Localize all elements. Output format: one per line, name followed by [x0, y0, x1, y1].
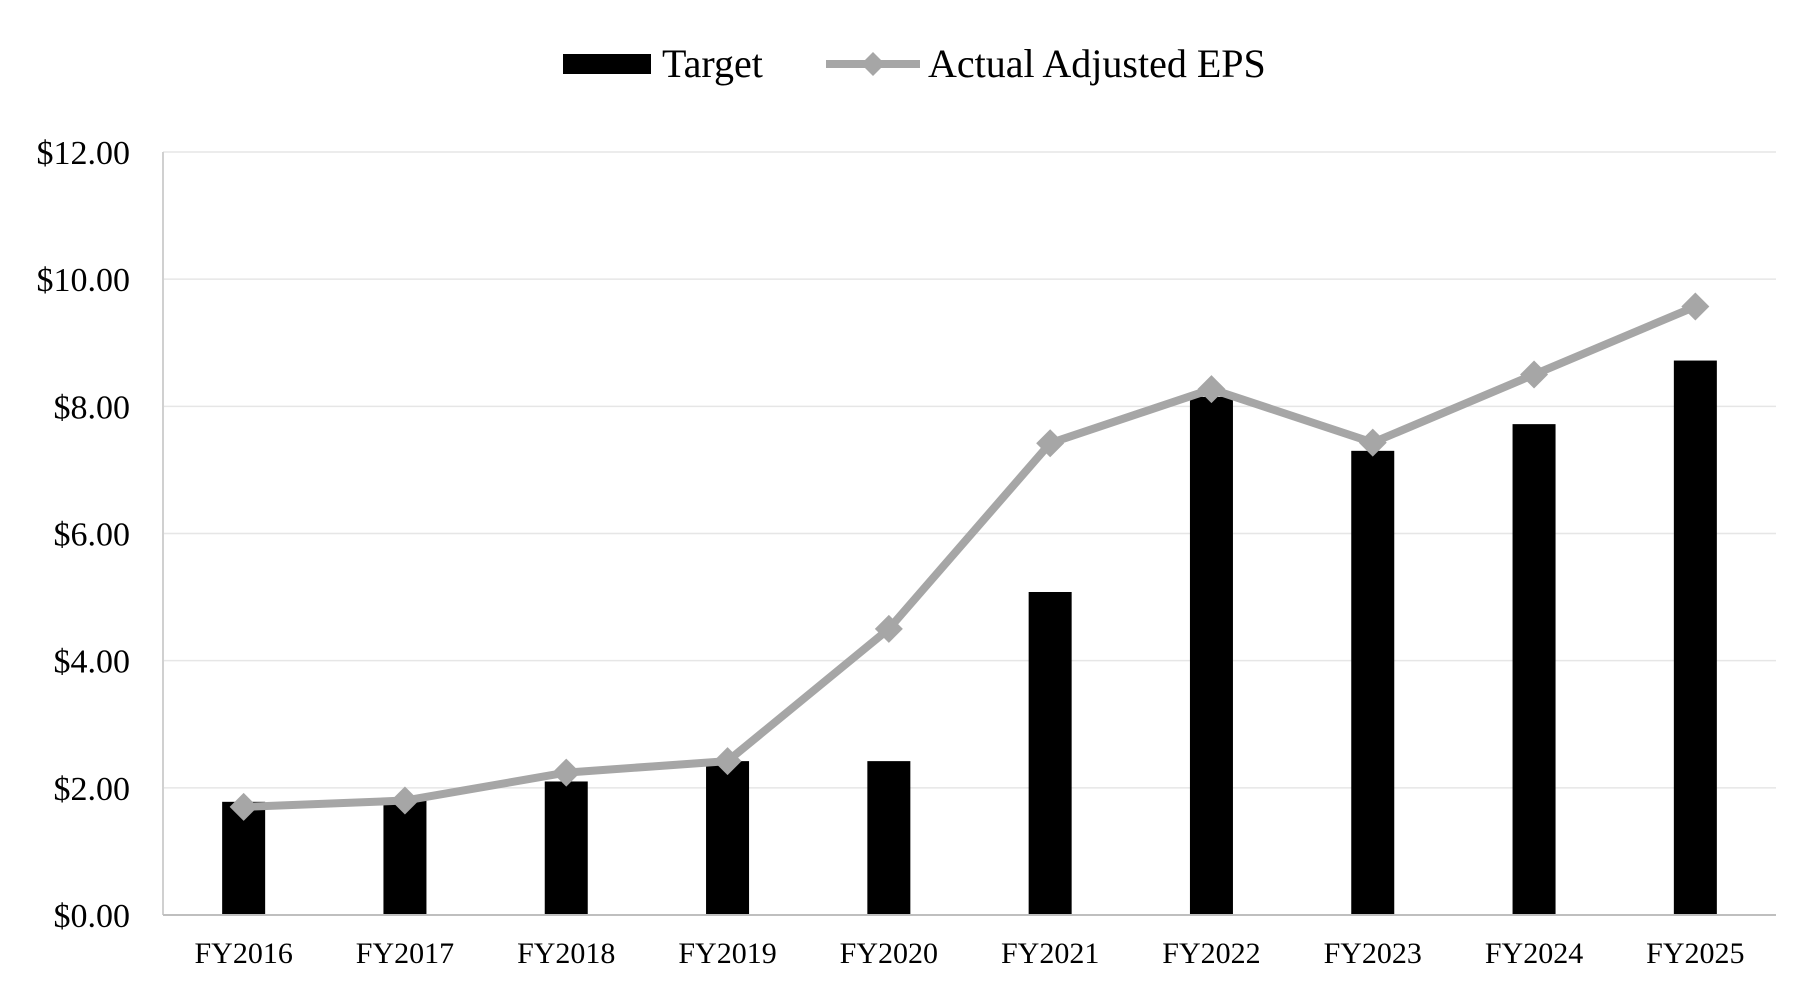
bar-target — [1351, 450, 1395, 915]
marker-actual-adjusted-eps — [390, 786, 419, 815]
marker-actual-adjusted-eps — [1520, 360, 1549, 389]
legend: Target Actual Adjusted EPS — [563, 41, 1266, 86]
y-tick-label: $6.00 — [54, 517, 131, 554]
bar-target — [544, 781, 588, 915]
x-tick-label: FY2024 — [1485, 937, 1583, 970]
y-tick-label: $8.00 — [54, 389, 131, 426]
legend-swatch-actual-marker — [861, 52, 885, 76]
x-tick-label: FY2021 — [1001, 937, 1099, 970]
x-tick-label: FY2016 — [194, 937, 292, 970]
bar-target — [1512, 424, 1556, 915]
legend-label-target: Target — [662, 41, 763, 86]
x-tick-label: FY2025 — [1646, 937, 1744, 970]
y-tick-label: $4.00 — [54, 644, 131, 681]
y-tick-label: $2.00 — [54, 771, 131, 808]
legend-label-actual: Actual Adjusted EPS — [928, 41, 1266, 86]
bars-target — [222, 360, 1717, 915]
axes — [162, 152, 1776, 916]
y-tick-label: $10.00 — [37, 262, 131, 299]
bar-target — [383, 799, 427, 915]
marker-actual-adjusted-eps — [552, 758, 581, 787]
x-tick-label: FY2020 — [840, 937, 938, 970]
series-actual-adjusted-eps — [229, 292, 1710, 821]
marker-actual-adjusted-eps — [1036, 429, 1065, 458]
bar-target — [1673, 360, 1717, 915]
x-tick-label: FY2017 — [356, 937, 454, 970]
legend-swatch-target — [563, 54, 651, 74]
bar-target — [867, 761, 911, 915]
marker-actual-adjusted-eps — [874, 614, 903, 643]
x-tick-label: FY2022 — [1162, 937, 1260, 970]
x-tick-label: FY2018 — [517, 937, 615, 970]
x-tick-label: FY2023 — [1324, 937, 1422, 970]
gridlines — [163, 151, 1776, 789]
marker-actual-adjusted-eps — [229, 792, 258, 821]
marker-actual-adjusted-eps — [713, 747, 742, 776]
y-axis-labels: $0.00 $2.00 $4.00 $6.00 $8.00 $10.00 $12.00 — [37, 135, 131, 935]
line-actual-adjusted-eps — [239, 302, 1700, 811]
y-tick-label: $0.00 — [54, 898, 131, 935]
bar-target — [706, 761, 750, 915]
marker-actual-adjusted-eps — [1681, 292, 1710, 321]
x-tick-label: FY2019 — [678, 937, 776, 970]
bar-target — [1189, 396, 1233, 915]
y-tick-label: $12.00 — [37, 135, 131, 172]
marker-actual-adjusted-eps — [1358, 428, 1387, 457]
marker-actual-adjusted-eps — [1197, 375, 1226, 404]
x-axis-labels: FY2016 FY2017 FY2018 FY2019 FY2020 FY2021 FY20… — [194, 937, 1744, 970]
bar-target — [1028, 591, 1072, 915]
